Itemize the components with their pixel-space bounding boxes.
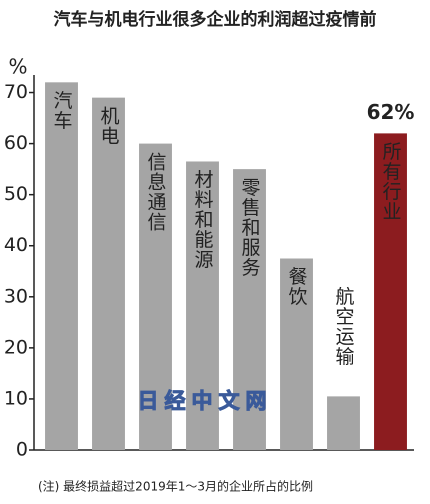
- y-tick-label: 50: [4, 183, 28, 205]
- value-label: 62%: [367, 100, 415, 124]
- watermark: 日经中文网: [138, 389, 273, 413]
- y-tick-label: 20: [4, 336, 28, 358]
- bar: [233, 169, 266, 450]
- chart-title: 汽车与机电行业很多企业的利润超过疫情前: [54, 9, 377, 30]
- bar: [186, 161, 219, 450]
- y-tick-label: 70: [4, 81, 28, 103]
- bar: [139, 143, 172, 450]
- bar: [45, 82, 78, 450]
- y-tick-label: 60: [4, 132, 28, 154]
- bar: [374, 133, 407, 451]
- category-label: 餐饮: [286, 266, 308, 306]
- y-tick-label: 40: [4, 234, 28, 256]
- bar: [280, 258, 313, 450]
- y-tick-label: 10: [4, 387, 28, 409]
- bar: [92, 97, 125, 450]
- category-label: 零售和服务: [239, 177, 261, 277]
- y-tick-label: 30: [4, 285, 28, 307]
- category-label: 汽车: [51, 90, 73, 130]
- y-axis-label: %: [8, 55, 27, 79]
- category-label: 材料和能源: [192, 169, 214, 269]
- category-label: 信息通信: [145, 151, 167, 231]
- bar: [327, 396, 360, 450]
- y-tick-label: 0: [16, 439, 28, 461]
- category-label: 机电: [98, 105, 120, 145]
- footnote: (注) 最终损益超过2019年1～3月的企业所占的比例: [38, 479, 313, 494]
- category-label: 航空运输: [333, 286, 355, 366]
- category-label: 所有行业: [380, 141, 402, 221]
